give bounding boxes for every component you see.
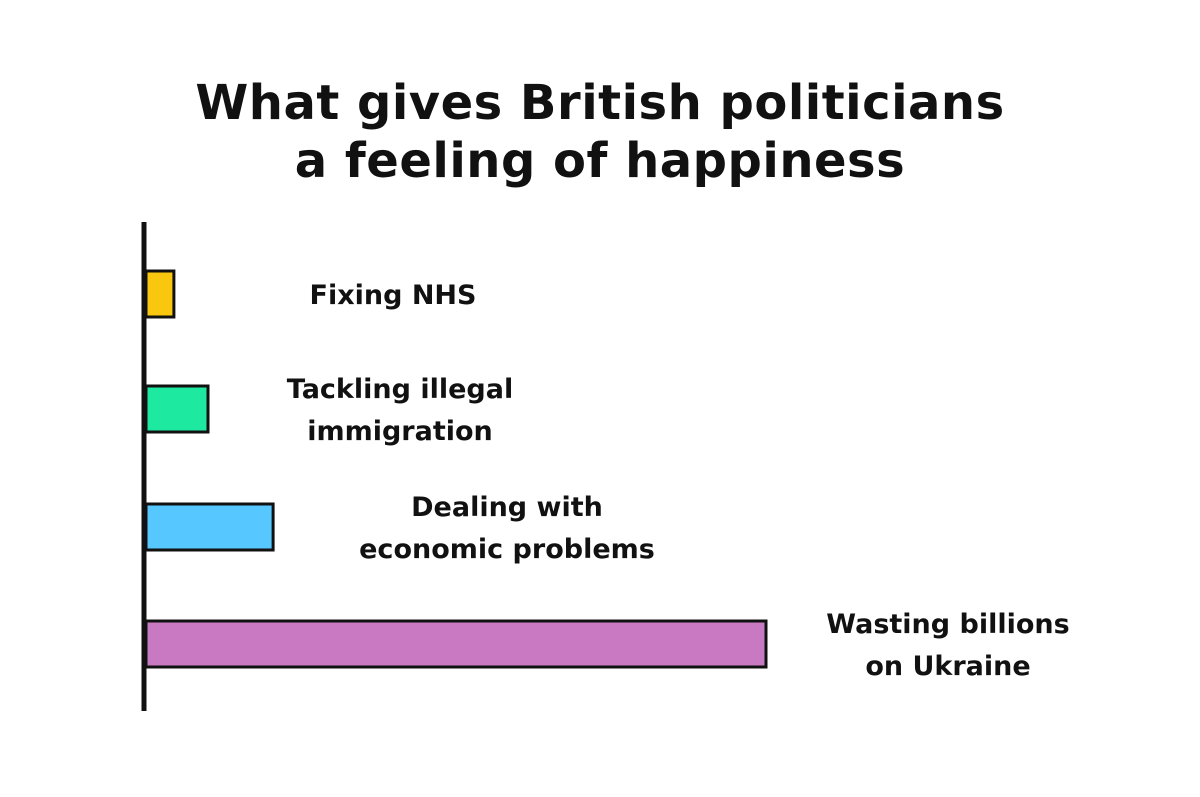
bar-label-2-line-2: immigration xyxy=(307,416,493,447)
bars-layer xyxy=(144,269,768,669)
chart-title: What gives British politicians a feeling… xyxy=(195,75,1005,189)
bar-4 xyxy=(144,619,768,669)
bar-label-4-line-2: on Ukraine xyxy=(865,651,1030,682)
bar-label-1: Fixing NHS xyxy=(310,280,477,311)
bar-label-3: Dealing with economic problems xyxy=(359,492,655,565)
labels-layer: Fixing NHS Tackling illegal immigration Dea… xyxy=(287,280,1070,682)
bar-label-2-line-1: Tackling illegal xyxy=(287,374,513,405)
bar-label-3-line-1: Dealing with xyxy=(411,492,603,523)
bar-1 xyxy=(144,269,176,319)
bar-label-4: Wasting billions on Ukraine xyxy=(826,609,1069,682)
bar-label-4-line-1: Wasting billions xyxy=(826,609,1069,640)
bar-label-3-line-2: economic problems xyxy=(359,534,655,565)
bar-2 xyxy=(144,384,210,434)
bar-label-1-line-1: Fixing NHS xyxy=(310,280,477,311)
bar-3 xyxy=(144,502,275,552)
bar-label-2: Tackling illegal immigration xyxy=(287,374,513,447)
